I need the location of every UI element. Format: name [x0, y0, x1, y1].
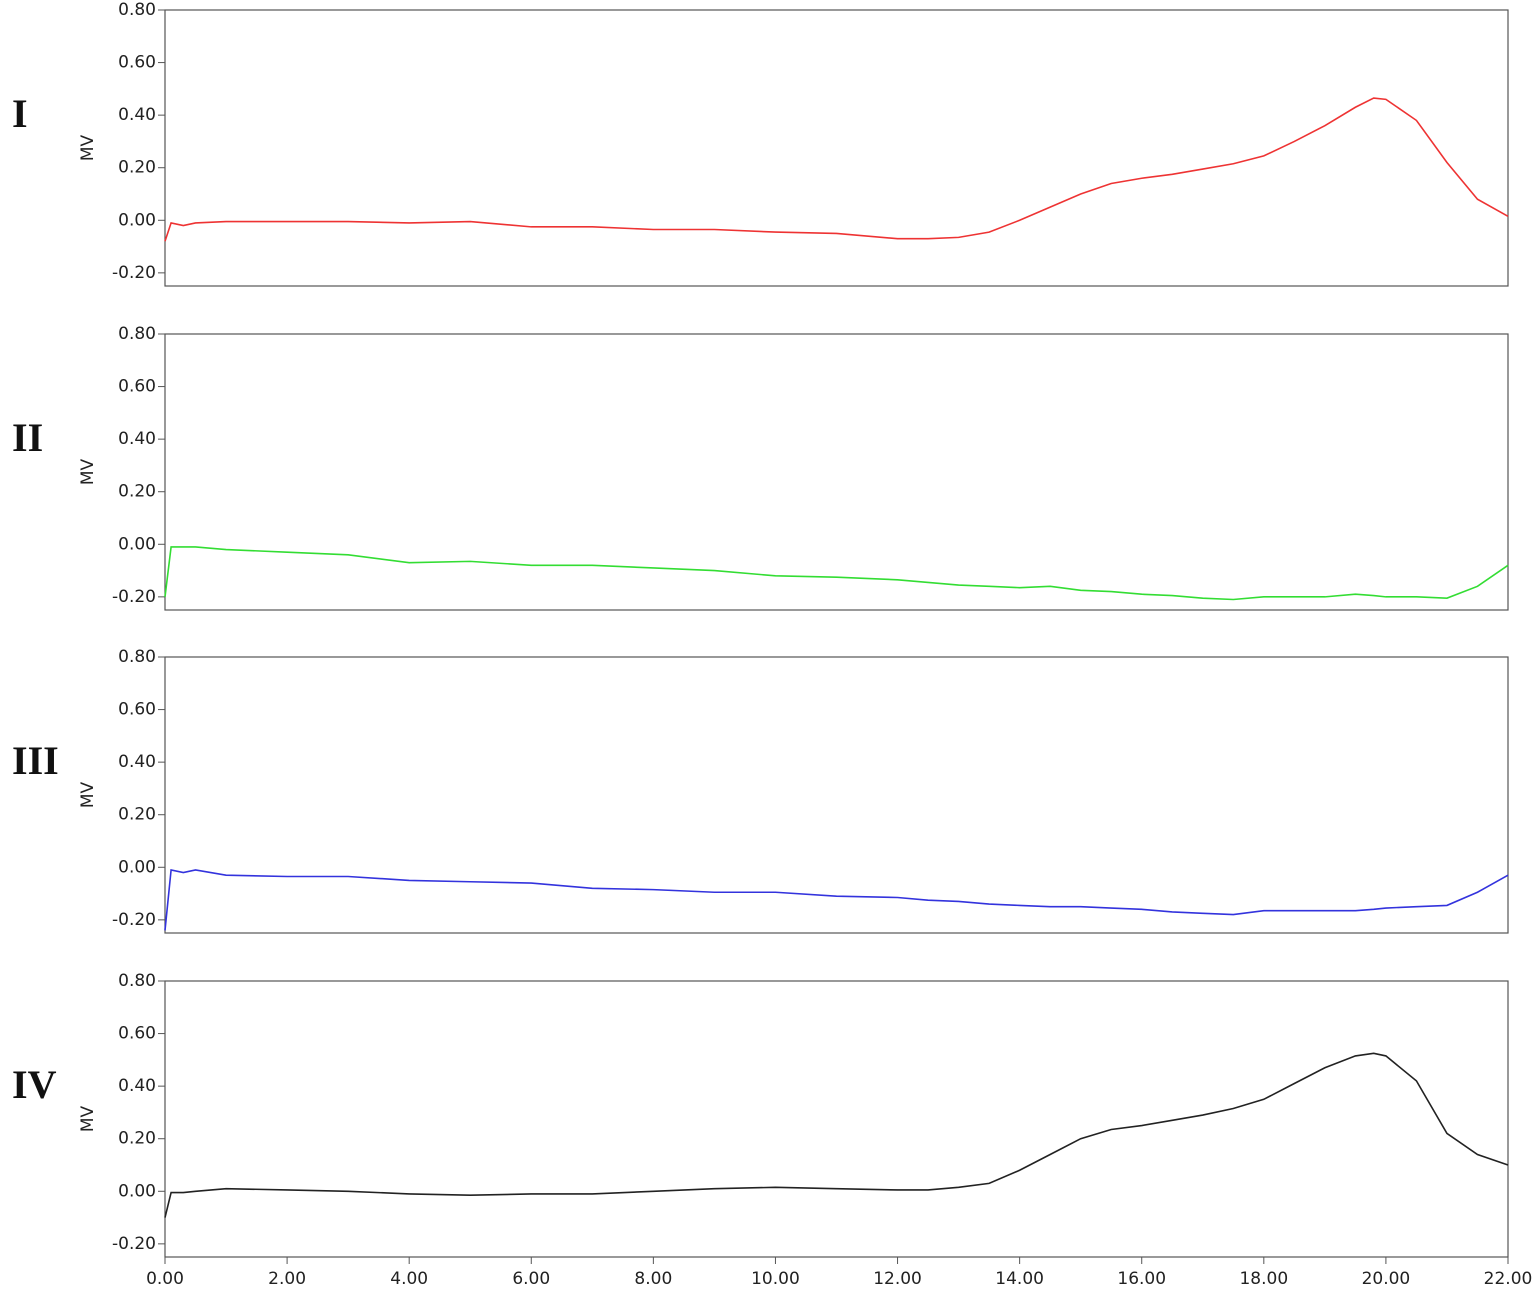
y-tick-label: -0.20	[112, 263, 156, 283]
y-tick-label: -0.20	[112, 587, 156, 607]
y-tick-label: 0.40	[118, 105, 156, 125]
x-tick-label: 2.00	[268, 1269, 306, 1289]
y-tick-label: 0.60	[118, 1024, 156, 1044]
y-tick-label: 0.20	[118, 482, 156, 502]
y-tick-label: 0.60	[118, 377, 156, 397]
x-tick-label: 14.00	[995, 1269, 1044, 1289]
y-tick-label: 0.20	[118, 158, 156, 178]
x-tick-label: 22.00	[1484, 1269, 1533, 1289]
x-tick-label: 18.00	[1239, 1269, 1288, 1289]
y-tick-label: 0.80	[118, 647, 156, 667]
x-tick-label: 10.00	[751, 1269, 800, 1289]
y-axis-label: MV	[78, 781, 98, 808]
panel-label: IV	[12, 1062, 57, 1107]
x-tick-label: 16.00	[1117, 1269, 1166, 1289]
data-line	[164, 868, 1509, 931]
plot-frame	[164, 656, 1509, 934]
y-tick-label: 0.20	[118, 1129, 156, 1149]
plot-frame	[164, 980, 1509, 1258]
y-tick-label: -0.20	[112, 1234, 156, 1254]
y-tick-label: 0.40	[118, 1076, 156, 1096]
x-tick-label: 12.00	[873, 1269, 922, 1289]
y-tick-label: 0.00	[118, 1181, 156, 1201]
data-line	[164, 546, 1509, 601]
plot-frame	[164, 333, 1509, 611]
x-tick-label: 6.00	[512, 1269, 550, 1289]
data-line	[164, 1052, 1509, 1218]
y-axis-label: MV	[78, 134, 98, 161]
y-tick-label: -0.20	[112, 910, 156, 930]
panel-label: II	[12, 415, 43, 460]
y-tick-label: 0.00	[118, 857, 156, 877]
y-tick-label: 0.60	[118, 53, 156, 73]
y-tick-label: 0.40	[118, 752, 156, 772]
panel-label: III	[12, 738, 59, 783]
y-tick-label: 0.00	[118, 534, 156, 554]
x-tick-label: 4.00	[390, 1269, 428, 1289]
y-tick-label: 0.20	[118, 805, 156, 825]
x-tick-label: 8.00	[634, 1269, 672, 1289]
plot-frame	[164, 9, 1509, 287]
panel-label: I	[12, 91, 28, 136]
y-tick-label: 0.80	[118, 324, 156, 344]
y-tick-label: 0.80	[118, 971, 156, 991]
y-tick-label: 0.80	[118, 0, 156, 20]
y-axis-label: MV	[78, 1105, 98, 1132]
y-axis-label: MV	[78, 458, 98, 485]
y-tick-label: 0.60	[118, 700, 156, 720]
y-tick-label: 0.00	[118, 210, 156, 230]
y-tick-label: 0.40	[118, 429, 156, 449]
x-tick-label: 20.00	[1362, 1269, 1411, 1289]
x-tick-label: 0.00	[146, 1269, 184, 1289]
data-line	[164, 97, 1509, 242]
